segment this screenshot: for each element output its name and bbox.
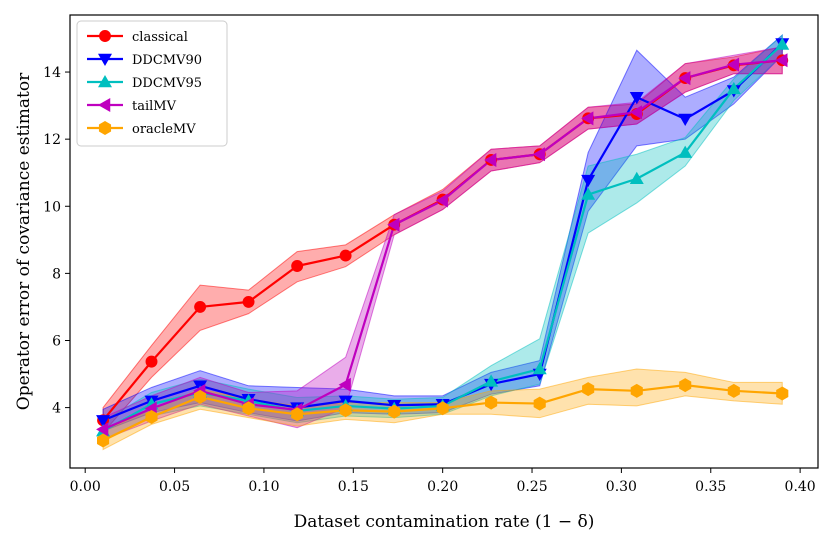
marker-ddcmv95-9 <box>532 362 547 375</box>
legend-label-ddcmv95: DDCMV95 <box>132 76 202 91</box>
marker-ddcmv95-13 <box>726 81 741 95</box>
marker-tailmv-10 <box>581 111 594 126</box>
series-markers <box>96 37 790 448</box>
marker-ddcmv90-10 <box>581 174 596 188</box>
y-axis-ticks: 4 6 8 10 12 14 <box>43 65 70 417</box>
marker-tailmv-6 <box>387 217 400 232</box>
legend: classical DDCMV90 DDCMV95 tailMV oracleMV <box>76 20 228 147</box>
marker-tailmv-0 <box>96 422 109 437</box>
marker-oraclemv-7 <box>436 401 449 416</box>
marker-classical-1 <box>145 355 158 368</box>
marker-ddcmv95-12 <box>678 145 693 158</box>
x-tick-label-8: 0.40 <box>785 479 816 495</box>
marker-ddcmv95-14 <box>775 37 790 50</box>
legend-label-ddcmv90: DDCMV90 <box>132 53 202 68</box>
marker-ddcmv90-12 <box>678 113 693 127</box>
marker-oraclemv-10 <box>582 382 595 397</box>
marker-ddcmv90-0 <box>96 415 111 428</box>
marker-oraclemv-3 <box>242 401 255 416</box>
marker-oraclemv-9 <box>533 396 546 411</box>
marker-tailmv-14 <box>775 53 788 68</box>
marker-classical-2 <box>194 300 207 313</box>
legend-marker-ddcmv90 <box>98 53 112 66</box>
marker-tailmv-8 <box>484 152 497 167</box>
marker-classical-5 <box>339 249 352 262</box>
y-axis-label: Operator error of covariance estimator <box>14 72 34 410</box>
x-axis-ticks: 0.00 0.05 0.10 0.15 0.20 0.25 0.30 0.35 0.40 <box>70 468 816 495</box>
marker-oraclemv-12 <box>679 378 692 393</box>
legend-label-classical: classical <box>132 30 188 45</box>
x-tick-label-3: 0.15 <box>338 479 369 495</box>
y-tick-label-4: 12 <box>43 132 61 148</box>
marker-tailmv-12 <box>678 71 691 86</box>
marker-oraclemv-4 <box>291 407 304 422</box>
legend-marker-oraclemv <box>98 121 112 135</box>
plot-frame <box>69 14 819 469</box>
y-tick-label-5: 14 <box>43 65 61 81</box>
marker-classical-4 <box>291 260 304 272</box>
legend-label-oraclemv: oracleMV <box>132 122 196 137</box>
marker-oraclemv-13 <box>727 383 740 398</box>
marker-tailmv-11 <box>629 105 643 120</box>
y-tick-label-2: 8 <box>52 266 61 282</box>
marker-ddcmv95-10 <box>581 187 596 200</box>
x-tick-label-4: 0.20 <box>427 479 458 495</box>
marker-tailmv-5 <box>338 377 351 392</box>
x-tick-label-6: 0.30 <box>606 479 637 495</box>
legend-marker-classical <box>99 30 111 42</box>
legend-marker-tailmv <box>98 98 111 112</box>
legend-marker-ddcmv95 <box>98 75 112 88</box>
marker-classical-3 <box>242 295 255 308</box>
x-axis-label: Dataset contamination rate (1 − δ) <box>294 512 595 532</box>
y-tick-label-1: 6 <box>52 333 61 349</box>
marker-ddcmv90-11 <box>629 91 644 105</box>
marker-ddcmv95-11 <box>629 171 644 185</box>
marker-tailmv-9 <box>532 147 545 162</box>
marker-oraclemv-1 <box>145 410 158 424</box>
marker-oraclemv-14 <box>776 386 789 401</box>
x-tick-label-1: 0.05 <box>159 479 190 495</box>
marker-oraclemv-2 <box>194 389 207 404</box>
marker-tailmv-7 <box>435 193 448 208</box>
legend-label-tailmv: tailMV <box>132 99 177 114</box>
marker-ddcmv95-8 <box>484 374 499 387</box>
x-tick-label-7: 0.35 <box>695 479 726 495</box>
x-tick-label-2: 0.10 <box>248 479 279 495</box>
marker-oraclemv-11 <box>630 383 643 398</box>
legend-box <box>76 20 228 147</box>
marker-tailmv-13 <box>726 57 740 72</box>
x-tick-label-0: 0.00 <box>70 479 101 495</box>
marker-oraclemv-5 <box>339 403 352 418</box>
y-tick-label-0: 4 <box>52 401 61 417</box>
marker-oraclemv-6 <box>388 404 401 419</box>
x-tick-label-5: 0.25 <box>516 479 547 495</box>
y-tick-label-3: 10 <box>43 199 61 215</box>
marker-oraclemv-8 <box>485 395 498 410</box>
marker-oraclemv-0 <box>97 433 110 448</box>
